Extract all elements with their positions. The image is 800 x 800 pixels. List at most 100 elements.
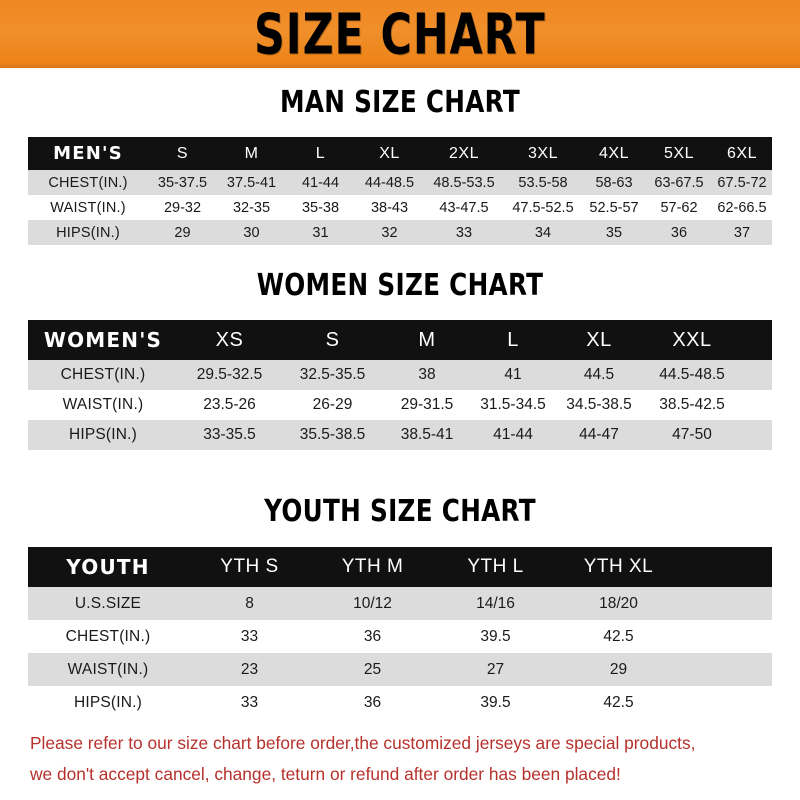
women-chest-m: 38	[418, 366, 436, 383]
table-row: HIPS(IN.) 33-35.5 35.5-38.5 38.5-41 41-4…	[28, 420, 772, 450]
youth-chest-s: 33	[240, 627, 259, 645]
youth-col-yth-xl: YTH XL	[583, 556, 654, 577]
women-hips-l: 41-44	[493, 426, 533, 443]
women-waist-xl: 34.5-38.5	[566, 396, 632, 413]
youth-us-size-spacer	[680, 587, 772, 620]
men-hips-m: 30	[243, 224, 260, 241]
men-col-4xl: 4XL	[599, 144, 629, 162]
men-waist-3xl: 47.5-52.5	[512, 199, 574, 216]
men-hips-6xl: 37	[733, 224, 751, 241]
page-banner: SIZE CHART	[0, 0, 800, 68]
table-row: WAIST(IN.) 29-32 32-35 35-38 38-43 43-47…	[28, 195, 772, 220]
section-heading-youth: YOUTH SIZE CHART	[264, 494, 536, 530]
women-col-spacer	[742, 320, 772, 360]
men-chest-xl: 44-48.5	[364, 174, 415, 191]
men-waist-l: 35-38	[301, 199, 340, 216]
youth-chest-m: 36	[363, 627, 382, 645]
men-hips-4xl: 35	[605, 224, 623, 241]
men-row-label-chest: CHEST(IN.)	[48, 174, 128, 191]
order-policy-note: Please refer to our size chart before or…	[30, 728, 771, 790]
men-col-3xl: 3XL	[528, 144, 558, 162]
women-hips-m: 38.5-41	[400, 426, 454, 443]
youth-row-label-us-size: U.S.SIZE	[74, 594, 142, 612]
men-hips-s: 29	[174, 224, 191, 241]
men-col-5xl: 5XL	[664, 144, 694, 162]
youth-hips-s: 33	[240, 693, 259, 711]
youth-waist-spacer	[680, 653, 772, 686]
youth-chest-l: 39.5	[480, 627, 511, 645]
table-row: CHEST(IN.) 35-37.5 37.5-41 41-44 44-48.5…	[28, 170, 772, 195]
men-col-2xl: 2XL	[449, 144, 479, 162]
men-chest-4xl: 58-63	[595, 174, 633, 191]
women-waist-l: 31.5-34.5	[480, 396, 546, 413]
youth-hips-xl: 42.5	[603, 693, 634, 711]
order-policy-line-2: we don't accept cancel, change, teturn o…	[30, 764, 621, 784]
women-col-xs: XS	[215, 328, 244, 351]
women-table-corner-label: WOMEN'S	[43, 328, 163, 352]
youth-table-header-row: YOUTH YTH S YTH M YTH L YTH XL	[28, 547, 772, 587]
youth-size-table: YOUTH YTH S YTH M YTH L YTH XL U.S.SIZE …	[28, 547, 772, 719]
women-row-label-chest: CHEST(IN.)	[60, 366, 146, 383]
page-title: SIZE CHART	[254, 1, 546, 67]
women-hips-s: 35.5-38.5	[299, 426, 366, 443]
youth-col-yth-s: YTH S	[220, 556, 279, 577]
youth-waist-xl: 29	[609, 660, 628, 678]
section-heading-women: WOMEN SIZE CHART	[256, 268, 544, 304]
women-hips-xl: 44-47	[579, 426, 619, 443]
men-chest-s: 35-37.5	[157, 174, 208, 191]
women-size-table: WOMEN'S XS S M L XL XXL CHEST(IN.) 29.5-…	[28, 320, 772, 450]
men-chest-6xl: 67.5-72	[717, 174, 767, 191]
men-table-corner-label: MEN'S	[53, 143, 123, 164]
men-waist-4xl: 52.5-57	[589, 199, 639, 216]
women-row-label-hips: HIPS(IN.)	[68, 426, 138, 443]
youth-waist-m: 25	[363, 660, 382, 678]
youth-col-yth-l: YTH L	[467, 556, 524, 577]
women-chest-xxl: 44.5-48.5	[659, 366, 725, 383]
youth-us-size-xl: 18/20	[599, 594, 638, 612]
youth-hips-spacer	[680, 686, 772, 719]
women-waist-xxl: 38.5-42.5	[659, 396, 725, 413]
youth-us-size-l: 14/16	[476, 594, 515, 612]
youth-row-label-hips: HIPS(IN.)	[73, 693, 143, 711]
women-chest-xl: 44.5	[583, 366, 615, 383]
women-hips-xs: 33-35.5	[203, 426, 256, 443]
table-row: CHEST(IN.) 29.5-32.5 32.5-35.5 38 41 44.…	[28, 360, 772, 390]
youth-waist-l: 27	[486, 660, 505, 678]
youth-hips-l: 39.5	[480, 693, 511, 711]
women-hips-xxl: 47-50	[672, 426, 712, 443]
men-col-xl: XL	[379, 144, 400, 162]
men-col-6xl: 6XL	[727, 144, 757, 162]
youth-hips-m: 36	[363, 693, 382, 711]
women-row-label-waist: WAIST(IN.)	[62, 396, 144, 413]
youth-row-label-waist: WAIST(IN.)	[67, 660, 149, 678]
men-waist-2xl: 43-47.5	[439, 199, 489, 216]
men-chest-5xl: 63-67.5	[654, 174, 704, 191]
table-row: WAIST(IN.) 23 25 27 29	[28, 653, 772, 686]
men-chest-2xl: 48.5-53.5	[433, 174, 495, 191]
men-col-l: L	[315, 144, 326, 162]
men-waist-m: 32-35	[232, 199, 271, 216]
youth-us-size-m: 10/12	[353, 594, 392, 612]
men-hips-5xl: 36	[670, 224, 688, 241]
men-chest-l: 41-44	[301, 174, 340, 191]
table-row: CHEST(IN.) 33 36 39.5 42.5	[28, 620, 772, 653]
women-chest-xs: 29.5-32.5	[196, 366, 263, 383]
women-chest-l: 41	[504, 366, 522, 383]
women-col-m: M	[418, 328, 436, 351]
men-table-header-row: MEN'S S M L XL 2XL 3XL 4XL 5XL 6XL	[28, 137, 772, 170]
youth-col-yth-m: YTH M	[341, 556, 404, 577]
men-chest-3xl: 53.5-58	[518, 174, 568, 191]
men-col-s: S	[176, 144, 189, 162]
table-row: WAIST(IN.) 23.5-26 26-29 29-31.5 31.5-34…	[28, 390, 772, 420]
men-waist-6xl: 62-66.5	[717, 199, 767, 216]
men-row-label-hips: HIPS(IN.)	[56, 224, 120, 241]
men-waist-s: 29-32	[163, 199, 202, 216]
women-col-xxl: XXL	[672, 328, 712, 351]
men-waist-xl: 38-43	[370, 199, 409, 216]
men-size-table: MEN'S S M L XL 2XL 3XL 4XL 5XL 6XL CHEST…	[28, 137, 772, 245]
women-waist-m: 29-31.5	[400, 396, 454, 413]
men-hips-l: 31	[312, 224, 329, 241]
men-hips-3xl: 34	[534, 224, 552, 241]
men-waist-5xl: 57-62	[660, 199, 698, 216]
